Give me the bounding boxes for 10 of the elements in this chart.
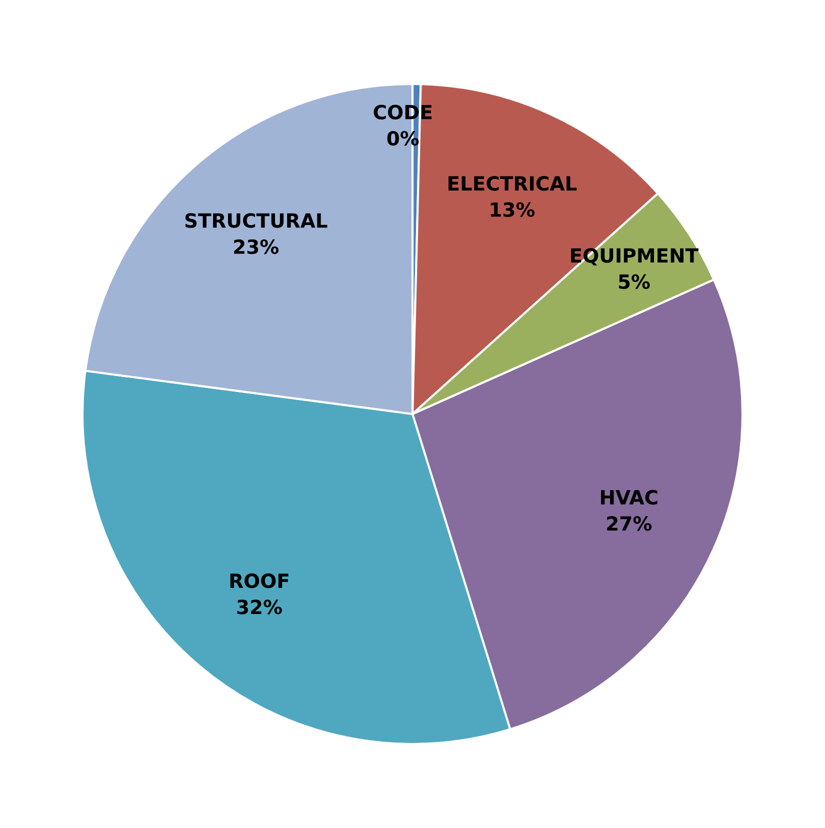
data-label: 5% [618, 274, 650, 290]
slice-label: STRUCTURAL [185, 213, 328, 228]
slice-label: ROOF [230, 573, 288, 588]
data-label: 13% [490, 202, 535, 217]
data-label: 32% [237, 600, 282, 614]
data-label: 27% [607, 516, 652, 531]
data-label: 0% [387, 130, 419, 146]
slice-label: HVAC [601, 490, 658, 505]
slice-label: ELECTRICAL [448, 176, 577, 191]
data-label: 23% [234, 239, 279, 254]
